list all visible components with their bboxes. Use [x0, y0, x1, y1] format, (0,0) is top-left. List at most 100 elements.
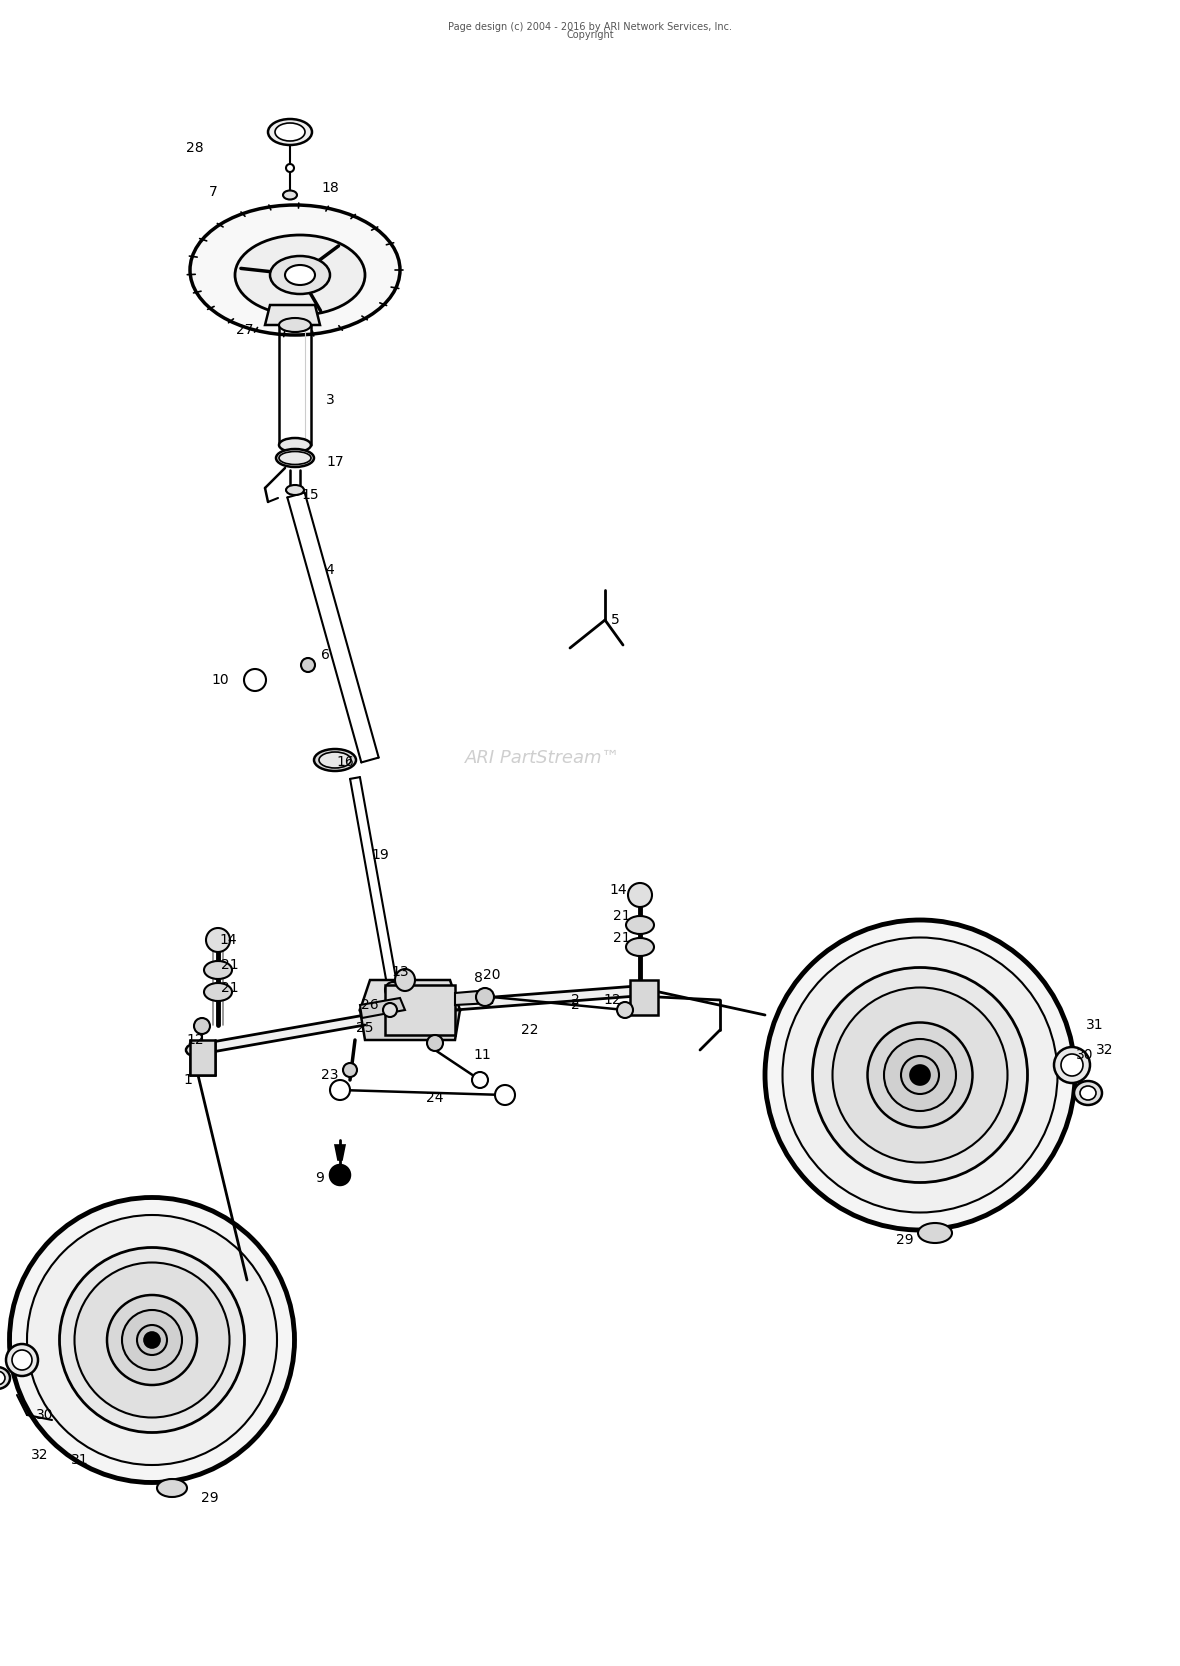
Ellipse shape — [286, 485, 304, 495]
Text: Page design (c) 2004 - 2016 by ARI Network Services, Inc.: Page design (c) 2004 - 2016 by ARI Netwo… — [448, 22, 732, 32]
Text: 4: 4 — [326, 563, 334, 576]
Text: 19: 19 — [372, 848, 389, 861]
Ellipse shape — [1074, 1081, 1102, 1105]
Ellipse shape — [204, 983, 232, 1001]
Text: 8: 8 — [473, 971, 483, 985]
Ellipse shape — [235, 235, 365, 315]
Ellipse shape — [0, 1368, 9, 1389]
Text: 29: 29 — [201, 1491, 218, 1504]
Ellipse shape — [186, 1045, 204, 1056]
Text: 16: 16 — [336, 755, 354, 770]
Text: 21: 21 — [221, 958, 238, 971]
Ellipse shape — [190, 205, 400, 335]
Text: 29: 29 — [896, 1233, 913, 1246]
Ellipse shape — [314, 750, 356, 771]
Text: 20: 20 — [484, 968, 500, 981]
Text: 2: 2 — [571, 998, 579, 1011]
Ellipse shape — [0, 1371, 5, 1384]
Ellipse shape — [765, 920, 1075, 1230]
Polygon shape — [455, 990, 492, 1005]
Ellipse shape — [6, 1344, 38, 1376]
Text: 26: 26 — [361, 998, 379, 1011]
Text: 23: 23 — [321, 1068, 339, 1081]
Ellipse shape — [27, 1215, 277, 1464]
Text: 12: 12 — [186, 1033, 204, 1046]
Ellipse shape — [902, 1056, 939, 1095]
Polygon shape — [385, 985, 455, 1035]
Ellipse shape — [627, 938, 654, 956]
Ellipse shape — [137, 1324, 168, 1354]
Text: 31: 31 — [1086, 1018, 1103, 1031]
Ellipse shape — [275, 123, 304, 142]
Ellipse shape — [1054, 1046, 1090, 1083]
Circle shape — [476, 988, 494, 1006]
Text: 17: 17 — [326, 455, 343, 470]
Ellipse shape — [395, 970, 415, 991]
Polygon shape — [335, 1145, 345, 1160]
Text: 27: 27 — [236, 323, 254, 337]
Text: 13: 13 — [392, 965, 408, 980]
Circle shape — [384, 1003, 396, 1016]
Ellipse shape — [204, 961, 232, 980]
Ellipse shape — [918, 1223, 952, 1243]
Text: 9: 9 — [315, 1171, 324, 1185]
Ellipse shape — [627, 916, 654, 935]
Ellipse shape — [884, 1040, 956, 1111]
Ellipse shape — [343, 1063, 358, 1076]
Ellipse shape — [59, 1248, 244, 1433]
Circle shape — [494, 1085, 514, 1105]
Text: 2: 2 — [571, 993, 579, 1006]
Text: 21: 21 — [221, 981, 238, 995]
Text: Copyright: Copyright — [566, 30, 614, 40]
Ellipse shape — [206, 928, 230, 951]
Ellipse shape — [286, 163, 294, 172]
Text: 28: 28 — [186, 142, 204, 155]
Text: 6: 6 — [321, 648, 329, 661]
Text: 30: 30 — [1076, 1048, 1094, 1061]
Text: 7: 7 — [209, 185, 217, 198]
Ellipse shape — [1061, 1055, 1083, 1076]
Text: ARI PartStream™: ARI PartStream™ — [465, 750, 621, 766]
Text: 11: 11 — [473, 1048, 491, 1061]
Ellipse shape — [9, 1198, 295, 1483]
Text: 21: 21 — [614, 931, 631, 945]
Polygon shape — [190, 1040, 215, 1075]
Text: 22: 22 — [522, 1023, 539, 1036]
Circle shape — [427, 1035, 442, 1051]
Text: 25: 25 — [356, 1021, 374, 1035]
Text: 1: 1 — [184, 1073, 192, 1086]
Circle shape — [330, 1080, 350, 1100]
Ellipse shape — [122, 1309, 182, 1369]
Circle shape — [330, 1165, 350, 1185]
Ellipse shape — [628, 883, 653, 906]
Ellipse shape — [12, 1349, 32, 1369]
Ellipse shape — [74, 1263, 229, 1418]
Polygon shape — [360, 980, 460, 1010]
Text: 31: 31 — [71, 1453, 88, 1468]
Polygon shape — [266, 305, 320, 325]
Text: 12: 12 — [603, 993, 621, 1006]
Text: 3: 3 — [326, 393, 334, 407]
Circle shape — [301, 658, 315, 671]
Polygon shape — [360, 998, 405, 1018]
Text: 32: 32 — [31, 1448, 48, 1463]
Text: 15: 15 — [301, 488, 319, 501]
Text: 5: 5 — [610, 613, 620, 626]
Ellipse shape — [278, 318, 312, 332]
Ellipse shape — [157, 1479, 186, 1498]
Ellipse shape — [270, 257, 330, 293]
Ellipse shape — [276, 450, 314, 466]
Circle shape — [144, 1333, 160, 1348]
Text: 21: 21 — [614, 910, 631, 923]
Polygon shape — [630, 980, 658, 1015]
Text: 30: 30 — [37, 1408, 54, 1423]
Ellipse shape — [283, 190, 297, 200]
Text: 32: 32 — [1096, 1043, 1114, 1056]
Circle shape — [385, 981, 401, 998]
Ellipse shape — [1080, 1086, 1096, 1100]
Circle shape — [244, 670, 266, 691]
Text: 14: 14 — [609, 883, 627, 896]
Ellipse shape — [278, 451, 312, 465]
Ellipse shape — [833, 988, 1008, 1163]
Text: 18: 18 — [321, 182, 339, 195]
